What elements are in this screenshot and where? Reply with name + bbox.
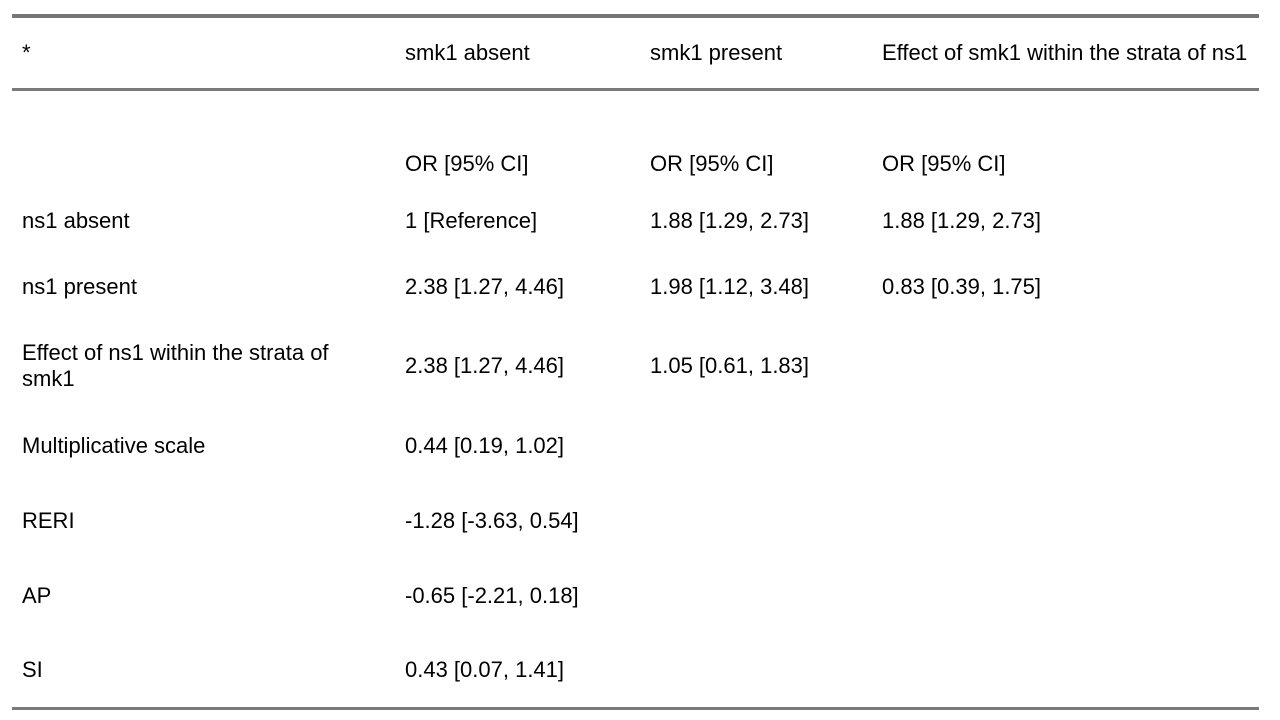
table-row-effect-ns1-strata-smk1: Effect of ns1 within the strata of smk1 … bbox=[12, 324, 1259, 408]
table-row-ns1-absent: ns1 absent 1 [Reference] 1.88 [1.29, 2.7… bbox=[12, 192, 1259, 249]
row-label: Effect of ns1 within the strata of smk1 bbox=[22, 340, 329, 391]
value-cell bbox=[872, 633, 1259, 707]
value-cell: -1.28 [-3.63, 0.54] bbox=[405, 507, 579, 533]
table-row-reri: RERI -1.28 [-3.63, 0.54] bbox=[12, 483, 1259, 558]
value-cell bbox=[640, 558, 872, 633]
table-row-ns1-present: ns1 present 2.38 [1.27, 4.46] 1.98 [1.12… bbox=[12, 249, 1259, 324]
header-footnote-marker: * bbox=[12, 18, 395, 91]
row-label: RERI bbox=[22, 507, 75, 533]
interaction-analysis-table: * smk1 absent smk1 present Effect of smk… bbox=[12, 18, 1259, 707]
value-cell: 1.05 [0.61, 1.83] bbox=[650, 353, 810, 378]
header-smk1-present: smk1 present bbox=[640, 18, 872, 91]
value-cell bbox=[640, 408, 872, 483]
value-cell bbox=[872, 483, 1259, 558]
value-cell bbox=[872, 408, 1259, 483]
value-cell: 1.88 [1.29, 2.73] bbox=[650, 207, 810, 233]
value-cell: 1.98 [1.12, 3.48] bbox=[650, 273, 810, 299]
value-cell: 0.44 [0.19, 1.02] bbox=[405, 432, 565, 458]
row-label: ns1 absent bbox=[22, 207, 130, 233]
value-cell: 0.83 [0.39, 1.75] bbox=[882, 273, 1042, 299]
measure-or-ci-col3: OR [95% CI] bbox=[650, 150, 774, 176]
row-label: Multiplicative scale bbox=[22, 432, 206, 458]
row-label: SI bbox=[22, 657, 43, 682]
value-cell: 1.88 [1.29, 2.73] bbox=[882, 207, 1042, 233]
value-cell bbox=[640, 633, 872, 707]
value-cell: 2.38 [1.27, 4.46] bbox=[405, 353, 565, 378]
value-cell bbox=[640, 483, 872, 558]
spacer-row bbox=[12, 89, 1259, 135]
table-row-ap: AP -0.65 [-2.21, 0.18] bbox=[12, 558, 1259, 633]
table-row-si: SI 0.43 [0.07, 1.41] bbox=[12, 633, 1259, 707]
interaction-analysis-table-container: * smk1 absent smk1 present Effect of smk… bbox=[12, 14, 1259, 710]
row-label: AP bbox=[22, 582, 52, 608]
header-smk1-absent: smk1 absent bbox=[395, 18, 640, 91]
table-row-multiplicative-scale: Multiplicative scale 0.44 [0.19, 1.02] bbox=[12, 408, 1259, 483]
value-cell: 1 [Reference] bbox=[405, 207, 538, 233]
value-cell: 0.43 [0.07, 1.41] bbox=[405, 657, 565, 682]
measure-label-row: OR [95% CI] OR [95% CI] OR [95% CI] bbox=[12, 135, 1259, 192]
header-effect-smk1-strata-ns1: Effect of smk1 within the strata of ns1 bbox=[872, 18, 1259, 91]
value-cell: -0.65 [-2.21, 0.18] bbox=[405, 582, 579, 608]
measure-row-label bbox=[12, 135, 395, 192]
row-label: ns1 present bbox=[22, 273, 137, 299]
value-cell bbox=[872, 558, 1259, 633]
value-cell bbox=[872, 324, 1259, 408]
value-cell: 2.38 [1.27, 4.46] bbox=[405, 273, 565, 299]
table-header-row: * smk1 absent smk1 present Effect of smk… bbox=[12, 18, 1259, 91]
measure-or-ci-col2: OR [95% CI] bbox=[405, 150, 529, 176]
measure-or-ci-col4: OR [95% CI] bbox=[882, 150, 1006, 176]
